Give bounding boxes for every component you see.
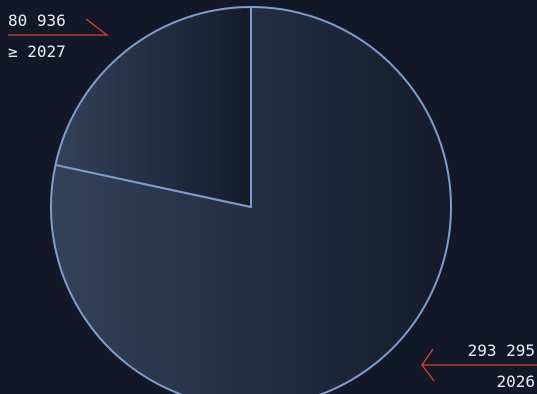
data-label-category-2026: 2026	[496, 372, 535, 391]
pie-slice-2027	[54, 6, 252, 208]
data-label-category-2027: ≥ 2027	[8, 42, 66, 61]
leader-line-2027	[8, 18, 109, 36]
pie-labels: 80 936 ≥ 2027 293 295 2026	[8, 11, 537, 391]
data-label-value-2027: 80 936	[8, 11, 66, 30]
pie-slices	[50, 6, 452, 394]
data-label-value-2026: 293 295	[468, 341, 535, 360]
